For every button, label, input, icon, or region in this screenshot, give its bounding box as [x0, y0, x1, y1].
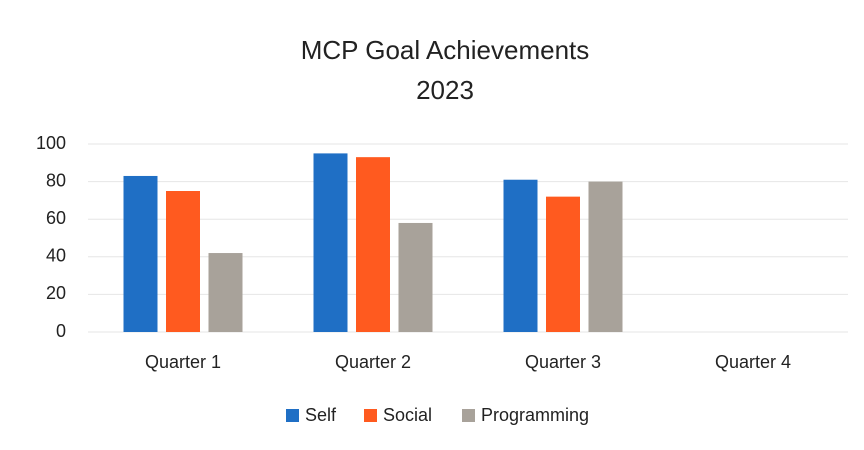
x-tick-label: Quarter 3 — [525, 352, 601, 372]
bar — [546, 196, 580, 332]
x-tick-label: Quarter 1 — [145, 352, 221, 372]
y-tick-label: 40 — [46, 246, 66, 266]
legend-swatch — [364, 409, 377, 422]
legend-swatch — [286, 409, 299, 422]
y-tick-label: 80 — [46, 170, 66, 190]
legend-label: Programming — [481, 405, 589, 425]
y-tick-label: 60 — [46, 208, 66, 228]
legend-label: Social — [383, 405, 432, 425]
x-tick-label: Quarter 2 — [335, 352, 411, 372]
chart-title: MCP Goal Achievements — [301, 35, 590, 65]
bar — [208, 253, 243, 332]
bar — [166, 191, 200, 332]
bar — [313, 153, 348, 332]
y-tick-label: 20 — [46, 283, 66, 303]
bar — [503, 179, 538, 332]
bar — [588, 181, 623, 332]
y-tick-label: 100 — [36, 133, 66, 153]
legend-label: Self — [305, 405, 337, 425]
bar — [356, 157, 390, 332]
y-tick-label: 0 — [56, 321, 66, 341]
legend-swatch — [462, 409, 475, 422]
bar — [123, 175, 158, 332]
x-tick-label: Quarter 4 — [715, 352, 791, 372]
chart-subtitle: 2023 — [416, 75, 474, 105]
bar — [398, 222, 433, 332]
